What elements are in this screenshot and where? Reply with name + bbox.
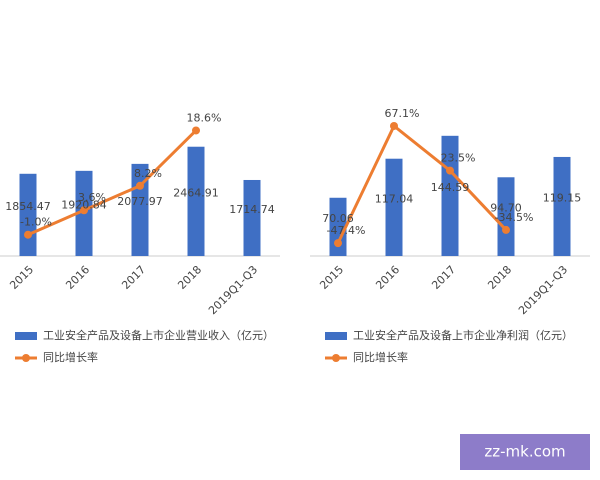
growth-value-label: 18.6% bbox=[187, 111, 222, 124]
legend-swatch bbox=[22, 354, 30, 362]
bar-value-label: 1854.47 bbox=[5, 200, 51, 213]
growth-point bbox=[334, 239, 342, 248]
x-tick-label: 2019Q1-Q3 bbox=[516, 263, 570, 317]
bar-value-label: 2464.91 bbox=[173, 186, 219, 199]
legend-label: 同比增长率 bbox=[353, 350, 408, 364]
bar-value-label: 94.70 bbox=[490, 202, 522, 215]
bar bbox=[497, 177, 515, 256]
bar bbox=[329, 197, 347, 256]
bar-value-label: 1714.74 bbox=[229, 203, 275, 216]
growth-point bbox=[136, 181, 144, 190]
growth-point bbox=[24, 230, 32, 239]
bar-value-label: 119.15 bbox=[543, 191, 582, 204]
growth-value-label: 3.6% bbox=[78, 191, 106, 204]
bar-value-label: 2077.97 bbox=[117, 195, 163, 208]
bar bbox=[19, 173, 37, 256]
watermark-box bbox=[460, 434, 590, 470]
legend-swatch bbox=[15, 332, 37, 340]
x-tick-label: 2016 bbox=[63, 263, 92, 292]
x-tick-label: 2015 bbox=[7, 263, 36, 292]
x-tick-label: 2016 bbox=[373, 263, 402, 292]
x-tick-label: 2017 bbox=[429, 263, 458, 292]
legend-swatch bbox=[332, 354, 340, 362]
growth-point bbox=[502, 225, 510, 234]
growth-value-label: -47.4% bbox=[327, 224, 366, 237]
bar-value-label: 117.04 bbox=[375, 192, 414, 205]
x-tick-label: 2018 bbox=[175, 263, 204, 292]
growth-value-label: 8.2% bbox=[134, 167, 162, 180]
x-tick-label: 2018 bbox=[485, 263, 514, 292]
bar-value-label: 70.06 bbox=[322, 212, 354, 225]
bar-value-label: 144.59 bbox=[431, 181, 470, 194]
growth-value-label: -1.0% bbox=[20, 216, 52, 229]
growth-line bbox=[336, 123, 508, 244]
growth-line bbox=[27, 129, 198, 237]
bar-value-label: 1920.84 bbox=[61, 198, 107, 211]
bar bbox=[187, 146, 205, 256]
bar bbox=[243, 179, 261, 256]
x-tick-label: 2017 bbox=[119, 263, 148, 292]
legend-label: 工业安全产品及设备上市企业净利润（亿元） bbox=[353, 328, 573, 342]
legend-label: 工业安全产品及设备上市企业营业收入（亿元） bbox=[43, 328, 274, 342]
legend-swatch bbox=[325, 332, 347, 340]
growth-point bbox=[446, 166, 454, 175]
growth-value-label: 23.5% bbox=[441, 152, 476, 165]
legend-label: 同比增长率 bbox=[43, 350, 98, 364]
growth-value-label: -34.5% bbox=[495, 211, 534, 224]
growth-point bbox=[80, 206, 88, 215]
x-tick-label: 2015 bbox=[317, 263, 346, 292]
growth-point bbox=[192, 126, 200, 135]
bar bbox=[553, 156, 571, 256]
x-tick-label: 2019Q1-Q3 bbox=[206, 263, 260, 317]
growth-point bbox=[390, 121, 398, 130]
bar bbox=[385, 158, 403, 256]
growth-value-label: 67.1% bbox=[385, 107, 420, 120]
watermark: zz-mk.com bbox=[484, 443, 565, 461]
